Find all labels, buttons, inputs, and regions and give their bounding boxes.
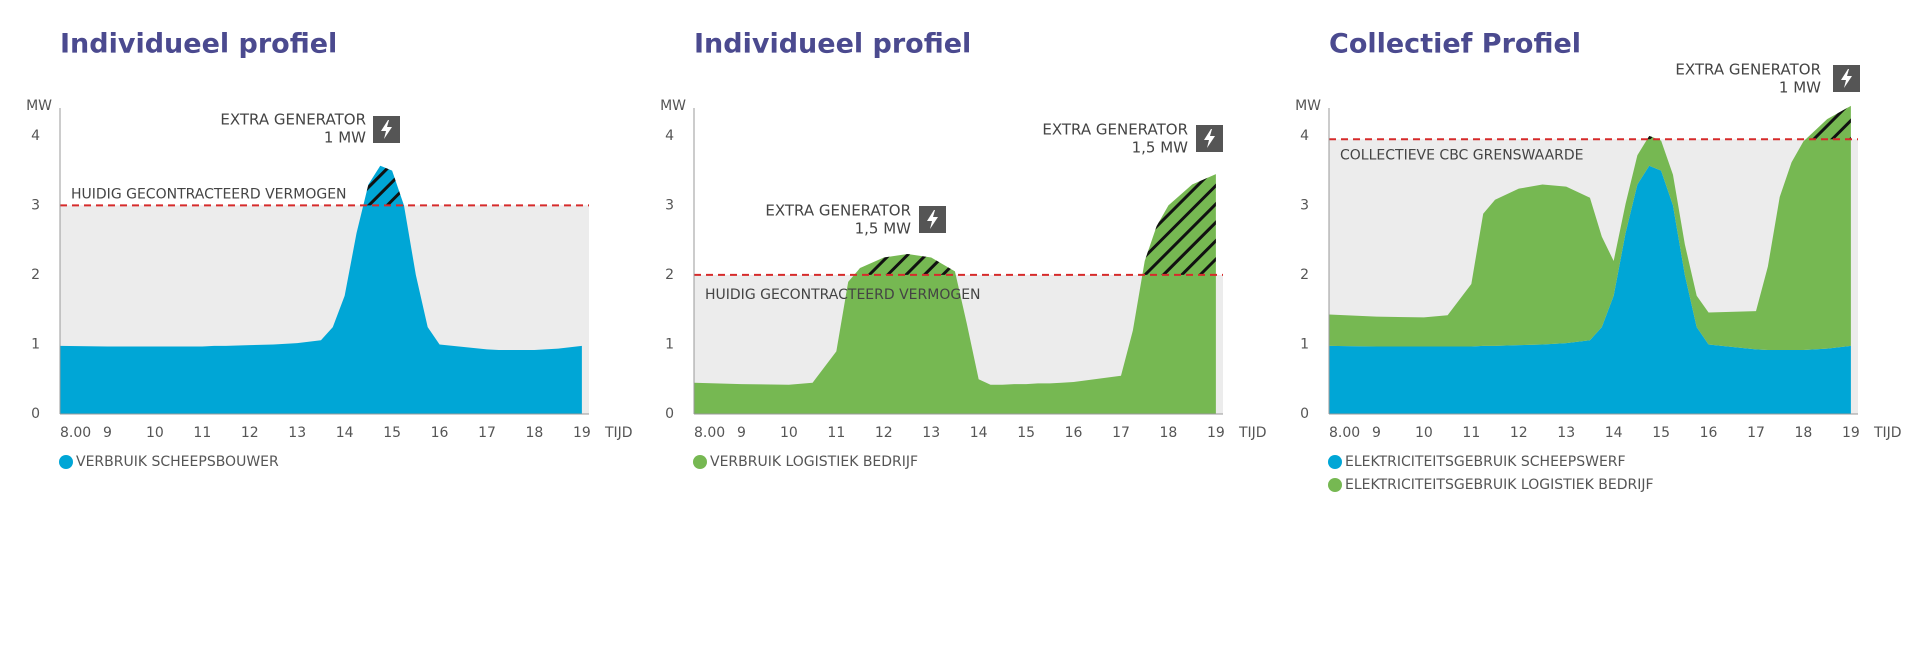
y-tick-label: 2 (665, 267, 674, 283)
generator-icon (919, 206, 946, 233)
x-tick-label: 12 (875, 425, 893, 441)
legend-label: ELEKTRICITEITSGEBRUIK LOGISTIEK BEDRIJF (1345, 477, 1654, 493)
x-axis-label: TIJD (1873, 425, 1902, 441)
x-tick-label: 13 (288, 425, 306, 441)
legend-marker (1328, 455, 1342, 469)
area (60, 165, 582, 414)
annotation: 1,5 MW (855, 220, 912, 238)
y-axis-label: MW (26, 98, 52, 114)
legend-label: VERBRUIK SCHEEPSBOUWER (76, 454, 279, 470)
annotation: EXTRA GENERATOR (220, 111, 366, 129)
x-tick-label: 15 (383, 425, 401, 441)
x-tick-label: 19 (1842, 425, 1860, 441)
threshold-label: HUIDIG GECONTRACTEERD VERMOGEN (71, 186, 347, 202)
x-tick-label: 19 (1207, 425, 1225, 441)
icon-bolt (927, 210, 938, 229)
annotation: 1 MW (324, 129, 366, 147)
x-tick-label: 16 (1700, 425, 1718, 441)
area (1329, 165, 1851, 414)
generator-icon (1196, 125, 1223, 152)
threshold-label: HUIDIG GECONTRACTEERD VERMOGEN (705, 287, 981, 303)
y-tick-label: 1 (1300, 336, 1309, 352)
legend-label: VERBRUIK LOGISTIEK BEDRIJF (710, 454, 918, 470)
x-axis-label: TIJD (604, 425, 633, 441)
icon-bolt (1841, 69, 1852, 88)
x-axis-label: TIJD (1238, 425, 1267, 441)
x-tick-label: 17 (478, 425, 496, 441)
y-tick-label: 3 (1300, 197, 1309, 213)
annotation: 1,5 MW (1132, 139, 1189, 157)
y-tick-label: 0 (1300, 406, 1309, 422)
x-tick-label: 13 (922, 425, 940, 441)
y-tick-label: 2 (1300, 267, 1309, 283)
x-tick-label: 9 (737, 425, 746, 441)
y-tick-label: 4 (1300, 128, 1309, 144)
legend-marker (59, 455, 73, 469)
x-tick-label: 18 (1795, 425, 1813, 441)
x-tick-label: 14 (1605, 425, 1623, 441)
annotation: 1 MW (1779, 79, 1821, 97)
x-tick-label: 11 (193, 425, 211, 441)
y-tick-label: 1 (31, 336, 40, 352)
y-tick-label: 3 (665, 197, 674, 213)
legend-marker (693, 455, 707, 469)
excess-hatch (363, 165, 404, 206)
generator-icon (373, 116, 400, 143)
x-tick-label: 14 (336, 425, 354, 441)
x-tick-label: 11 (827, 425, 845, 441)
x-tick-label: 9 (1372, 425, 1381, 441)
y-tick-label: 0 (665, 406, 674, 422)
y-axis-label: MW (1295, 98, 1321, 114)
x-tick-label: 12 (1510, 425, 1528, 441)
x-tick-label: 10 (146, 425, 164, 441)
y-tick-label: 0 (31, 406, 40, 422)
x-tick-label: 8.00 (60, 425, 91, 441)
chart-title: Individueel profiel (60, 29, 337, 60)
annotation: EXTRA GENERATOR (1675, 61, 1821, 79)
area (694, 174, 1216, 414)
x-tick-label: 14 (970, 425, 988, 441)
annotation: EXTRA GENERATOR (765, 202, 911, 220)
x-tick-label: 9 (103, 425, 112, 441)
x-tick-label: 12 (241, 425, 259, 441)
x-tick-label: 17 (1747, 425, 1765, 441)
legend-label: ELEKTRICITEITSGEBRUIK SCHEEPSWERF (1345, 454, 1626, 470)
y-tick-label: 4 (665, 128, 674, 144)
generator-icon (1833, 65, 1860, 92)
x-tick-label: 18 (526, 425, 544, 441)
x-tick-label: 8.00 (1329, 425, 1360, 441)
x-tick-label: 15 (1017, 425, 1035, 441)
x-tick-label: 16 (1065, 425, 1083, 441)
y-axis-label: MW (660, 98, 686, 114)
y-tick-label: 1 (665, 336, 674, 352)
y-tick-label: 2 (31, 267, 40, 283)
chart-title: Individueel profiel (694, 29, 971, 60)
x-tick-label: 15 (1652, 425, 1670, 441)
chart-title: Collectief Profiel (1329, 29, 1581, 60)
x-tick-label: 19 (573, 425, 591, 441)
y-tick-label: 4 (31, 128, 40, 144)
x-tick-label: 18 (1160, 425, 1178, 441)
annotation: EXTRA GENERATOR (1042, 121, 1188, 139)
excess-hatch (854, 174, 1216, 275)
legend-marker (1328, 478, 1342, 492)
icon-bolt (1204, 129, 1215, 148)
excess-hatch (1647, 105, 1851, 140)
x-tick-label: 8.00 (694, 425, 725, 441)
x-tick-label: 13 (1557, 425, 1575, 441)
x-tick-label: 11 (1462, 425, 1480, 441)
threshold-label: COLLECTIEVE CBC GRENSWAARDE (1340, 147, 1584, 163)
y-tick-label: 3 (31, 197, 40, 213)
area (1329, 105, 1851, 351)
icon-bolt (381, 120, 392, 139)
x-tick-label: 16 (431, 425, 449, 441)
x-tick-label: 10 (1415, 425, 1433, 441)
x-tick-label: 17 (1112, 425, 1130, 441)
x-tick-label: 10 (780, 425, 798, 441)
